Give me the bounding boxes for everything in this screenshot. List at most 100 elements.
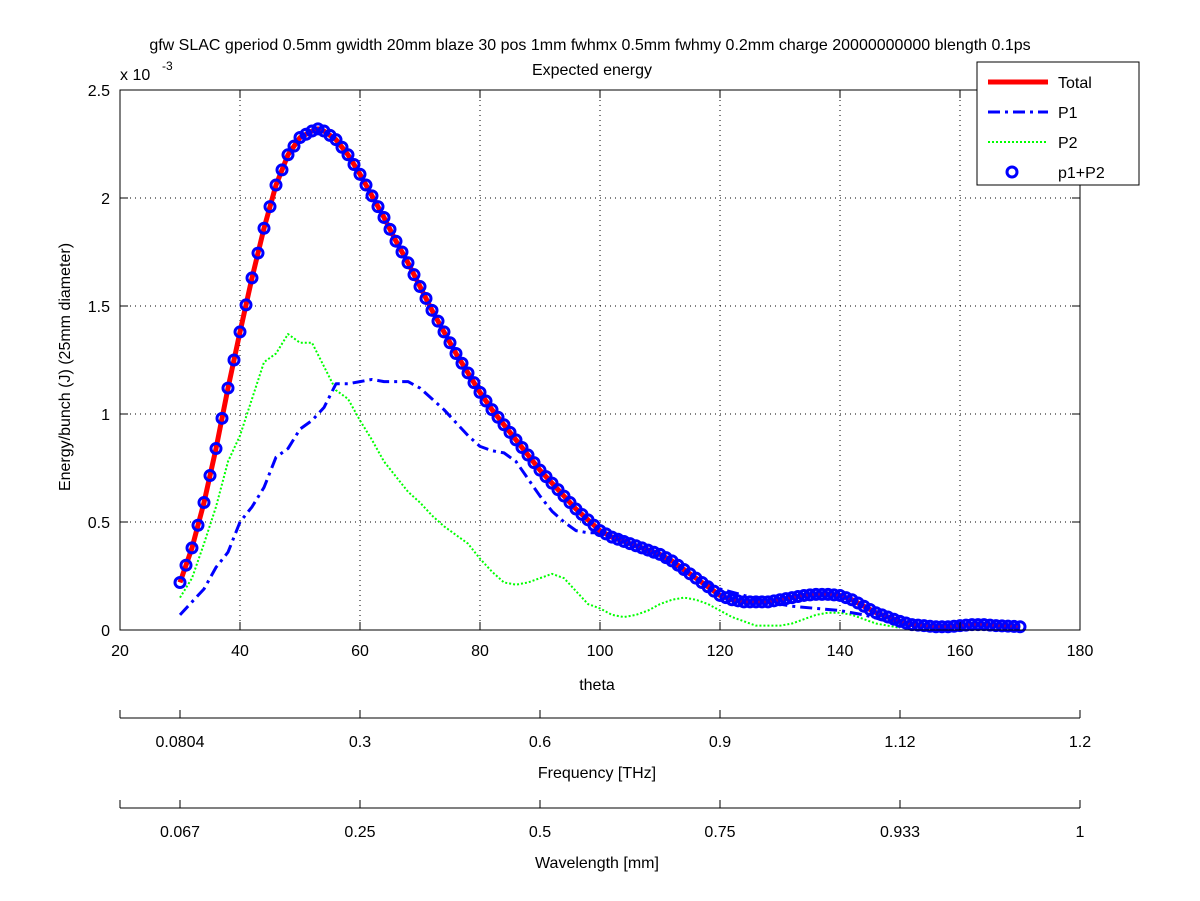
data-point-marker <box>197 496 211 510</box>
data-point-marker <box>335 140 349 154</box>
data-point-marker <box>947 619 961 633</box>
data-point-marker <box>209 442 223 456</box>
data-point-marker <box>803 588 817 602</box>
secondary-axes: 0.0804 0.3 0.6 0.9 1.12 1.2 Frequency [THz] 0.0… <box>119 710 1091 872</box>
y-exponent: x 10 -3 <box>120 59 173 84</box>
data-point-marker <box>785 591 799 605</box>
data-point-marker <box>269 178 283 192</box>
data-point-marker <box>827 588 841 602</box>
legend-label: P1 <box>1058 105 1078 122</box>
data-point-marker <box>287 139 301 153</box>
data-point-marker <box>347 158 361 172</box>
data-point-marker <box>371 200 385 214</box>
data-point-marker <box>935 620 949 634</box>
data-point-marker <box>515 440 529 454</box>
data-point-marker <box>275 163 289 177</box>
data-point-marker <box>923 619 937 633</box>
data-point-marker <box>467 376 481 390</box>
secondary-axis-tick-label: 0.933 <box>880 824 920 841</box>
data-point-marker <box>341 148 355 162</box>
data-point-marker <box>737 595 751 609</box>
grid <box>120 90 1080 630</box>
data-point-marker <box>605 530 619 544</box>
secondary-axis-tick-label: 0.75 <box>704 824 735 841</box>
x-tick-label: 180 <box>1067 643 1094 660</box>
x-axis-label: theta <box>579 677 615 694</box>
x-tick-label: 60 <box>351 643 369 660</box>
secondary-axis-tick-label: 0.6 <box>529 734 551 751</box>
data-point-marker <box>893 614 907 628</box>
data-point-marker <box>917 619 931 633</box>
secondary-axis-tick-label: 0.25 <box>344 824 375 841</box>
data-point-marker <box>1007 619 1021 633</box>
data-point-marker <box>251 246 265 260</box>
data-point-marker <box>215 411 229 425</box>
y-tick-label: 0 <box>101 623 110 640</box>
data-point-marker <box>797 588 811 602</box>
data-point-marker <box>221 381 235 395</box>
data-point-marker <box>425 303 439 317</box>
data-point-marker <box>749 595 763 609</box>
data-point-marker <box>941 620 955 634</box>
x-tick-label: 160 <box>947 643 974 660</box>
data-point-marker <box>743 595 757 609</box>
data-point-marker <box>815 587 829 601</box>
axis-ticks: 20 40 60 80 100 120 140 160 180 0 0.5 1 1.5 2 2.5 <box>88 83 1094 660</box>
data-point-marker <box>899 616 913 630</box>
data-point-marker <box>353 167 367 181</box>
data-point-marker <box>203 469 217 483</box>
data-point-marker <box>383 222 397 236</box>
data-point-marker <box>635 541 649 555</box>
legend: Total P1 P2 p1+P2 <box>976 61 1140 186</box>
data-point-marker <box>419 291 433 305</box>
data-point-marker <box>473 385 487 399</box>
data-point-marker <box>527 456 541 470</box>
data-point-marker <box>431 314 445 328</box>
series-layer <box>173 122 1027 634</box>
data-point-marker <box>995 619 1009 633</box>
secondary-axis-tick-label: 1 <box>1076 824 1085 841</box>
data-point-marker <box>767 594 781 608</box>
data-point-marker <box>875 608 889 622</box>
data-point-marker <box>755 595 769 609</box>
chart-title: gfw SLAC gperiod 0.5mm gwidth 20mm blaze… <box>149 37 1030 54</box>
secondary-axis-tick-label: 0.9 <box>709 734 731 751</box>
data-point-marker <box>413 280 427 294</box>
secondary-axis-tick-label: 0.067 <box>160 824 200 841</box>
data-point-marker <box>629 539 643 553</box>
data-point-marker <box>389 234 403 248</box>
secondary-axis-tick-label: 1.12 <box>884 734 915 751</box>
data-point-marker <box>731 594 745 608</box>
data-point-marker <box>497 418 511 432</box>
data-point-marker <box>869 606 883 620</box>
data-point-marker <box>791 590 805 604</box>
y-exponent-label: x 10 <box>120 67 150 84</box>
data-point-marker <box>779 592 793 606</box>
secondary-axis-tick-label: 1.2 <box>1069 734 1091 751</box>
legend-marker <box>1005 165 1019 179</box>
data-point-marker <box>821 587 835 601</box>
data-point-marker <box>185 541 199 555</box>
data-point-marker <box>179 558 193 572</box>
data-point-marker <box>401 256 415 270</box>
data-point-marker <box>1001 619 1015 633</box>
data-point-marker <box>305 124 319 138</box>
secondary-axis-label: Frequency [THz] <box>538 765 656 782</box>
data-point-marker <box>521 448 535 462</box>
x-tick-label: 20 <box>111 643 129 660</box>
data-point-marker <box>311 122 325 136</box>
data-point-marker <box>833 588 847 602</box>
data-point-marker <box>461 366 475 380</box>
data-point-marker <box>989 619 1003 633</box>
data-point-marker <box>173 575 187 589</box>
data-point-marker <box>281 148 295 162</box>
secondary-axis-tick-label: 0.5 <box>529 824 551 841</box>
data-point-marker <box>485 403 499 417</box>
data-point-marker <box>725 593 739 607</box>
x-tick-label: 80 <box>471 643 489 660</box>
secondary-axis-label: Wavelength [mm] <box>535 855 659 872</box>
data-point-marker <box>491 410 505 424</box>
data-point-marker <box>809 587 823 601</box>
data-point-marker <box>761 595 775 609</box>
data-point-marker <box>191 518 205 532</box>
